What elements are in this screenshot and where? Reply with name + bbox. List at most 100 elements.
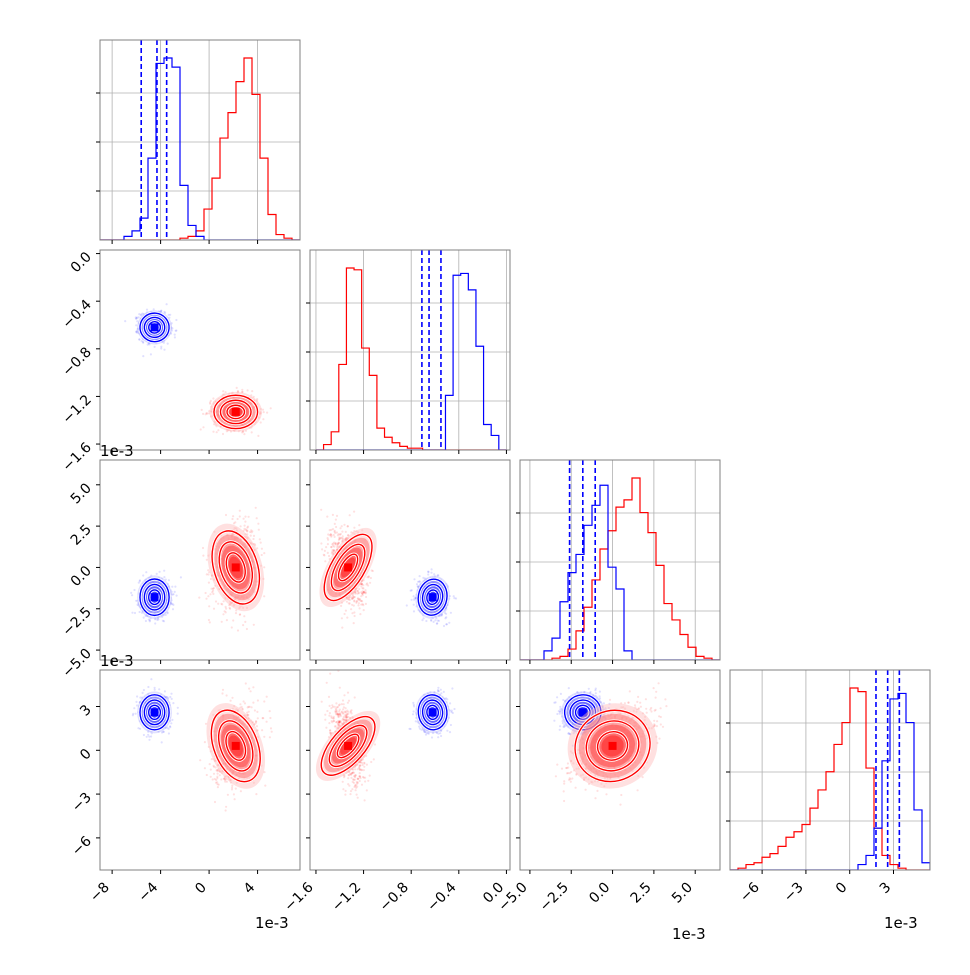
sample-point [222, 433, 224, 435]
sample-point [153, 308, 155, 310]
y-tick-label: −0.4 [59, 297, 94, 332]
sample-point [134, 612, 136, 614]
sample-point [445, 616, 447, 618]
sample-point [175, 319, 177, 321]
sample-point [239, 613, 241, 615]
panel-1-1 [306, 250, 510, 454]
sample-point [430, 619, 432, 621]
sample-point [198, 597, 200, 599]
sample-point [232, 619, 234, 621]
sample-point [231, 518, 233, 520]
sample-point [174, 586, 176, 588]
y-tick-label: −2.5 [59, 604, 94, 639]
sample-point [213, 608, 215, 610]
density-peak [232, 563, 240, 571]
sample-point [222, 390, 224, 392]
sample-point [139, 580, 141, 582]
sample-point [423, 617, 425, 619]
y-tick-label: −5.0 [59, 646, 94, 681]
sample-point [334, 523, 336, 525]
sample-point [208, 582, 210, 584]
sample-point [413, 610, 415, 612]
sample-point [239, 510, 241, 512]
sample-point [135, 318, 137, 320]
sample-point [217, 603, 219, 605]
sample-point [430, 572, 432, 574]
sample-point [215, 600, 217, 602]
sample-point [145, 571, 147, 573]
panel-bg [310, 250, 510, 450]
sample-point [209, 621, 211, 623]
sample-point [212, 431, 214, 433]
sample-point [206, 573, 208, 575]
sample-point [160, 346, 162, 348]
sample-point [208, 619, 210, 621]
sample-point [171, 586, 173, 588]
sample-point [213, 587, 215, 589]
sample-point [234, 521, 236, 523]
sample-point [353, 527, 355, 529]
sample-point [163, 576, 165, 578]
sample-point [236, 387, 238, 389]
sample-point [244, 521, 246, 523]
sample-point [256, 517, 258, 519]
sample-point [225, 514, 227, 516]
sample-point [212, 590, 214, 592]
sample-point [235, 612, 237, 614]
sample-point [145, 620, 147, 622]
sample-point [237, 629, 239, 631]
sample-point [240, 525, 242, 527]
y-tick-label: 0.0 [68, 563, 95, 590]
sample-point [455, 597, 457, 599]
sample-point [174, 334, 176, 336]
sample-point [208, 605, 210, 607]
sample-point [344, 613, 346, 615]
sample-point [169, 314, 171, 316]
sample-point [331, 543, 333, 545]
sample-point [353, 511, 355, 513]
sample-point [448, 622, 450, 624]
sample-point [363, 609, 365, 611]
y-tick-label: 0.0 [68, 249, 95, 276]
sample-point [325, 546, 327, 548]
sample-point [237, 390, 239, 392]
sample-point [216, 431, 218, 433]
sample-point [364, 589, 366, 591]
sample-point [446, 623, 448, 625]
sample-point [246, 530, 248, 532]
density-peak [232, 408, 240, 416]
sample-point [263, 595, 265, 597]
sample-point [453, 595, 455, 597]
y-tick-label: −1.2 [59, 392, 94, 427]
sample-point [263, 566, 265, 568]
sample-point [202, 547, 204, 549]
sample-point [338, 536, 340, 538]
sample-point [434, 619, 436, 621]
panel-0-0 [96, 40, 300, 244]
sample-point [445, 613, 447, 615]
sample-point [136, 331, 138, 333]
panel-1-0: −1.6−1.2−0.8−0.40.0 [59, 249, 300, 475]
sample-point [212, 397, 214, 399]
sample-point [180, 576, 182, 578]
sample-point [438, 620, 440, 622]
sample-point [207, 569, 209, 571]
panel-bg [100, 250, 300, 450]
sample-point [262, 418, 264, 420]
sample-point [172, 593, 174, 595]
sample-point [207, 595, 209, 597]
sample-point [222, 613, 224, 615]
sample-point [142, 574, 144, 576]
sample-point [225, 611, 227, 613]
sample-point [175, 330, 177, 332]
density-peak [151, 323, 159, 331]
sample-point [340, 605, 342, 607]
sample-point [174, 591, 176, 593]
sample-point [146, 309, 148, 311]
sample-point [248, 516, 250, 518]
sample-point [150, 353, 152, 355]
sample-point [433, 621, 435, 623]
sample-point [247, 389, 249, 391]
sample-point [425, 620, 427, 622]
